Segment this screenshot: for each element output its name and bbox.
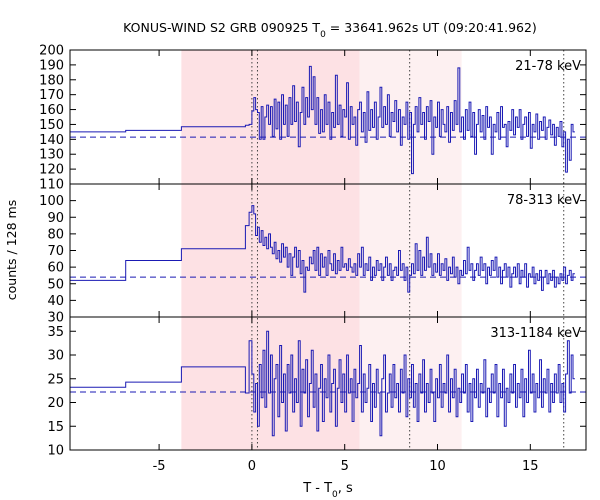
y-tick-label: 150 [39, 118, 64, 133]
y-tick-label: 30 [47, 349, 64, 364]
x-tick-label: 0 [248, 459, 256, 474]
y-tick-label: 90 [47, 211, 64, 226]
y-tick-label: 20 [47, 396, 64, 411]
y-tick-label: 180 [39, 73, 64, 88]
y-tick-label: 25 [47, 372, 64, 387]
x-tick-label: -5 [153, 459, 166, 474]
y-tick-label: 80 [47, 227, 64, 242]
x-tick-label: 10 [429, 459, 446, 474]
chart-title: KONUS-WIND S2 GRB 090925 T0 = 33641.962s… [123, 20, 537, 40]
y-axis-label: counts / 128 ms [4, 200, 19, 300]
band-label: 313-1184 keV [490, 326, 581, 341]
y-tick-label: 130 [39, 148, 64, 163]
panel-frames: -5 0 5 10 15 [69, 49, 587, 474]
band-label: 21-78 keV [515, 59, 581, 74]
light-curve-series [70, 330, 575, 437]
y-tick-label: 200 [39, 44, 64, 59]
x-tick-label: 15 [522, 459, 539, 474]
band-label: 78-313 keV [507, 193, 581, 208]
light-curve-series [70, 205, 575, 293]
y-tick-label: 40 [47, 294, 64, 309]
x-tick-label: 5 [341, 459, 349, 474]
y-tick-label: 70 [47, 244, 64, 259]
y-tick-label: 35 [47, 325, 64, 340]
y-tick-label: 110 [39, 178, 64, 193]
light-curve-series [70, 65, 575, 175]
panel-3: 10 15 20 25 30 35 313-1184 keV [47, 317, 586, 459]
y-tick-label: 10 [47, 444, 64, 459]
y-tick-label: 160 [39, 103, 64, 118]
y-tick-label: 190 [39, 58, 64, 73]
y-tick-label: 170 [39, 88, 64, 103]
y-tick-label: 100 [39, 194, 64, 209]
y-tick-label: 50 [47, 277, 64, 292]
panel-frame-3 [69, 316, 587, 451]
y-tick-label: 60 [47, 261, 64, 276]
x-axis-label: T - T0, s [302, 481, 353, 500]
y-tick-label: 140 [39, 133, 64, 148]
y-tick-label: 15 [47, 420, 64, 435]
y-tick-label: 120 [39, 163, 64, 178]
y-tick-label: 30 [47, 311, 64, 326]
